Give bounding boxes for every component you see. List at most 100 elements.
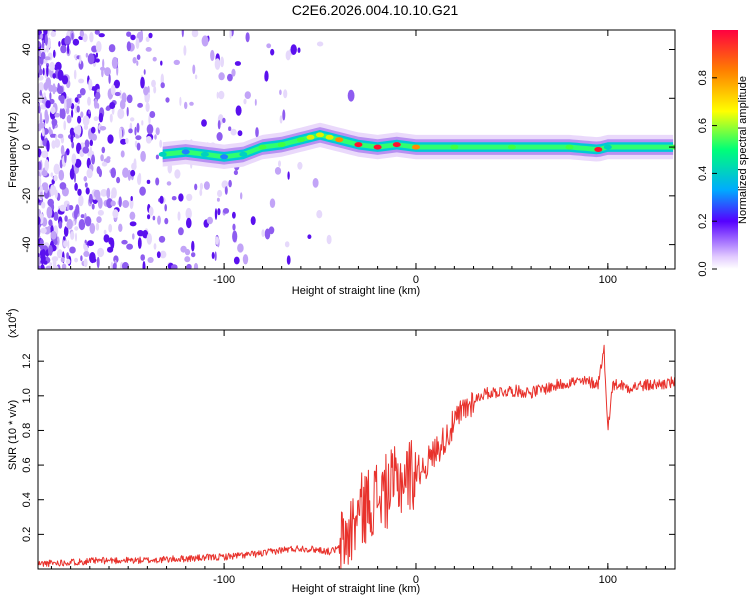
spectrogram-noise-cell xyxy=(50,230,57,240)
spectrogram-noise-cell xyxy=(50,31,57,37)
spectrogram-noise-cell xyxy=(44,34,48,46)
spectrogram-noise-cell xyxy=(206,216,213,225)
spectrogram-noise-cell xyxy=(74,257,78,263)
spectrogram-noise-cell xyxy=(71,141,75,149)
spectrogram-noise-cell xyxy=(108,74,111,84)
spectrogram-noise-cell xyxy=(75,232,77,242)
spectrogram-ridge-point xyxy=(335,137,344,143)
spectrogram-ridge-point xyxy=(306,134,315,140)
spectrogram-noise-cell xyxy=(95,189,101,201)
spectrogram-noise-cell xyxy=(89,146,92,155)
spectrogram-noise-cell xyxy=(194,183,198,191)
spectrogram-noise-cell xyxy=(64,98,67,111)
spectrogram-noise-cell xyxy=(41,39,45,50)
spectrogram-y-tick-label: 20 xyxy=(21,92,33,104)
spectrogram-noise-cell xyxy=(270,48,275,56)
spectrogram-noise-cell xyxy=(218,90,225,100)
spectrogram-noise-cell xyxy=(88,135,96,140)
snr-x-tick-label: 0 xyxy=(413,574,419,586)
spectrogram-noise-cell xyxy=(95,41,102,53)
spectrogram-noise-cell xyxy=(38,257,41,262)
spectrogram-noise-cell xyxy=(164,217,169,225)
spectrogram-noise-cell xyxy=(233,256,240,265)
colorbar-tick-label: 0.2 xyxy=(697,214,709,229)
snr-y-tick-label: 1.0 xyxy=(21,388,33,403)
spectrogram-noise-cell xyxy=(297,47,301,53)
spectrogram-noise-cell xyxy=(85,187,90,195)
spectrogram-noise-cell xyxy=(191,252,196,258)
spectrogram-noise-cell xyxy=(312,178,319,188)
spectrogram-noise-cell xyxy=(77,188,82,196)
spectrogram-noise-cell xyxy=(145,102,150,112)
spectrogram-noise-cell xyxy=(38,161,42,171)
spectrogram-noise-cell xyxy=(39,95,43,103)
spectrogram-noise-cell xyxy=(126,243,133,250)
spectrogram-noise-cell xyxy=(214,251,217,261)
spectrogram-noise-cell xyxy=(95,91,101,100)
spectrogram-noise-cell xyxy=(56,85,64,95)
spectrogram-noise-cell xyxy=(60,145,65,156)
spectrogram-noise-cell xyxy=(40,46,46,55)
spectrogram-noise-cell xyxy=(152,56,157,62)
spectrogram-noise-cell xyxy=(121,239,128,245)
spectrogram-noise-cell xyxy=(78,78,85,84)
spectrogram-noise-cell xyxy=(274,167,282,175)
spectrogram-noise-cell xyxy=(122,167,129,178)
spectrogram-noise-cell xyxy=(54,138,61,148)
spectrogram-ridge-point xyxy=(594,147,603,152)
spectrogram-noise-cell xyxy=(137,237,142,249)
spectrogram-noise-cell xyxy=(160,82,165,89)
snr-plot-area xyxy=(38,330,675,569)
spectrogram-noise-cell xyxy=(68,98,72,107)
spectrogram-noise-cell xyxy=(43,82,49,91)
spectrogram-noise-cell xyxy=(118,223,123,232)
spectrogram-noise-cell xyxy=(56,249,63,259)
spectrogram-noise-cell xyxy=(143,86,149,96)
snr-x-axis-title: Height of straight line (km) xyxy=(292,583,420,595)
spectrogram-noise-cell xyxy=(95,222,100,231)
spectrogram-noise-cell xyxy=(103,229,107,235)
spectrogram-noise-cell xyxy=(74,226,79,231)
colorbar-tick-label: 0.4 xyxy=(697,166,709,181)
spectrogram-noise-cell xyxy=(316,41,324,47)
spectrogram-noise-cell xyxy=(110,194,113,200)
spectrogram-noise-cell xyxy=(41,170,48,177)
spectrogram-panel: -100 0 100 -40 -20 0 20 40 Height of straight l… xyxy=(7,29,676,297)
spectrogram-y-tick-label: -20 xyxy=(21,188,33,204)
spectrogram-noise-cell xyxy=(45,100,51,109)
spectrogram-noise-cell xyxy=(156,251,161,259)
snr-frame xyxy=(37,329,676,570)
spectrogram-noise-cell xyxy=(83,258,88,268)
spectrogram-noise-cell xyxy=(199,188,203,197)
spectrogram-noise-cell xyxy=(80,111,84,118)
spectrogram-noise-cell xyxy=(49,92,52,100)
snr-y-tick-label: 0.2 xyxy=(21,527,33,542)
spectrogram-noise-cell xyxy=(134,126,137,136)
spectrogram-noise-cell xyxy=(136,142,141,151)
spectrogram-noise-cell xyxy=(59,204,67,212)
spectrogram-noise-cell xyxy=(264,70,269,82)
colorbar-ticks: 0.0 0.2 0.4 0.6 0.8 xyxy=(697,70,717,277)
spectrogram-ridge-point xyxy=(507,144,516,150)
spectrogram-noise-cell xyxy=(100,189,108,197)
spectrogram-noise-cell xyxy=(82,115,90,126)
spectrogram-noise-cell xyxy=(57,133,64,139)
spectrogram-noise-cell xyxy=(139,186,146,196)
spectrogram-noise-cell xyxy=(157,215,161,225)
spectrogram-noise-cell xyxy=(45,265,52,269)
spectrogram-noise-cell xyxy=(178,227,184,236)
spectrogram-noise-cell xyxy=(250,216,256,226)
spectrogram-noise-cell xyxy=(164,204,167,212)
spectrogram-noise-cell xyxy=(110,200,116,207)
spectrogram-noise-cell xyxy=(148,32,153,39)
spectrogram-ridge-point xyxy=(565,144,574,150)
spectrogram-noise-cell xyxy=(72,38,80,46)
spectrogram-noise-cell xyxy=(65,107,70,115)
spectrogram-ridge-point xyxy=(200,151,209,157)
spectrogram-noise-cell xyxy=(60,44,67,54)
spectrogram-noise-cell xyxy=(78,219,86,231)
spectrogram-ridge-point xyxy=(158,151,167,157)
spectrogram-noise-cell xyxy=(39,112,43,124)
spectrogram-noise-cell xyxy=(138,172,142,182)
spectrogram-noise-cell xyxy=(66,114,72,124)
